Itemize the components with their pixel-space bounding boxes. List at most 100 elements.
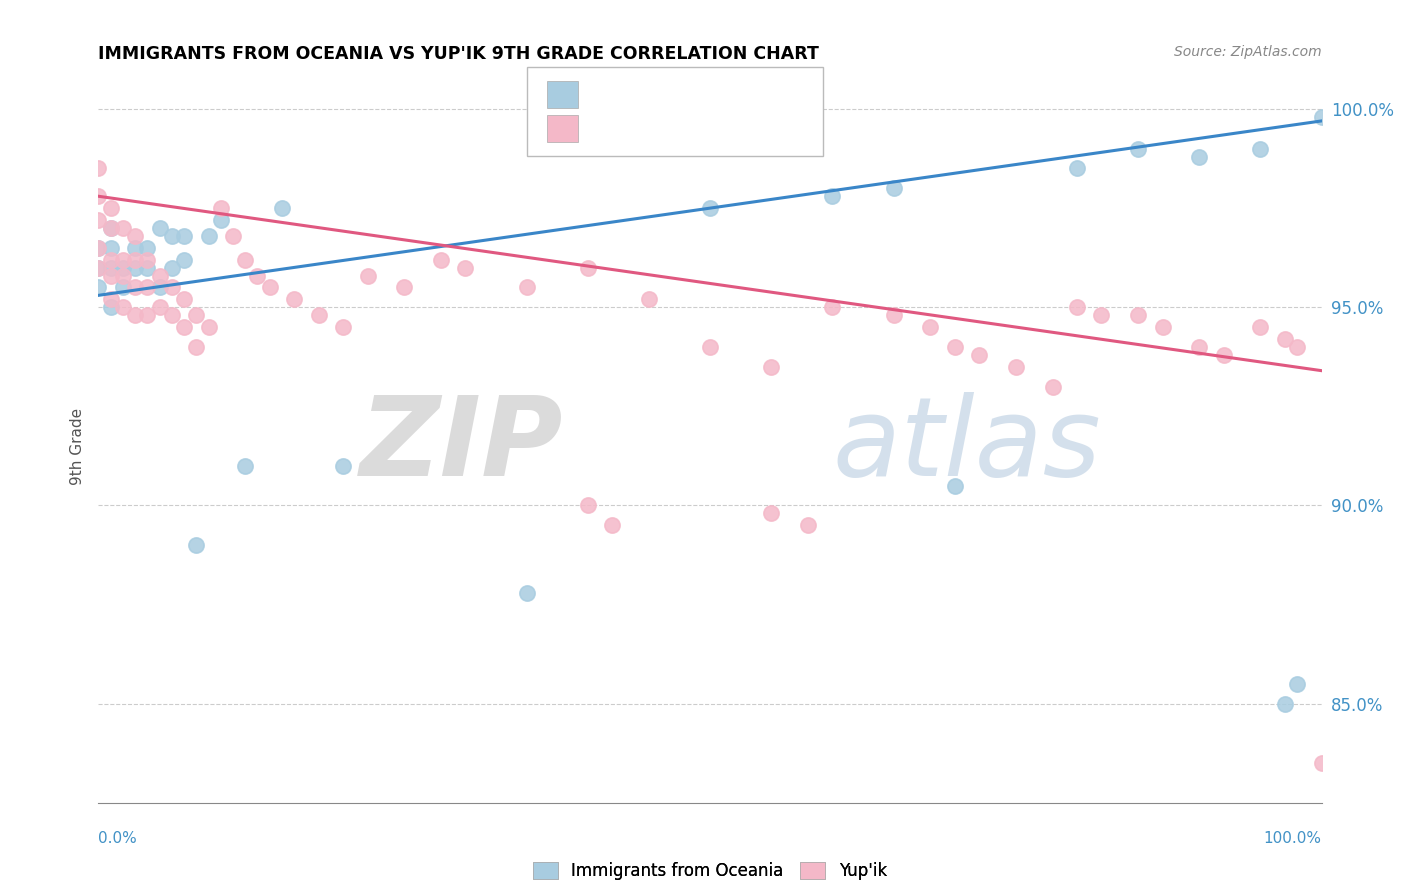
Point [111,268,134,283]
Point [160,280,183,294]
Point [100,201,122,215]
Point [821,300,844,314]
Point [943,340,966,354]
Text: 100.0%: 100.0% [1264,831,1322,846]
Point [1188,150,1211,164]
Point [600,518,623,533]
Point [197,228,219,243]
Point [576,499,599,513]
Point [637,293,661,307]
Text: R =  0.249: R = 0.249 [585,86,681,103]
Point [1004,359,1026,374]
Text: IMMIGRANTS FROM OCEANIA VS YUP'IK 9TH GRADE CORRELATION CHART: IMMIGRANTS FROM OCEANIA VS YUP'IK 9TH GR… [98,45,820,62]
Point [124,228,146,243]
Point [699,201,721,215]
Point [821,189,844,203]
Point [1090,308,1112,322]
Point [1249,320,1271,334]
Point [209,213,232,227]
Point [1310,110,1333,124]
Point [1274,332,1296,346]
Text: 0.0%: 0.0% [98,831,138,846]
Point [1286,677,1309,691]
Point [87,241,110,255]
Point [87,241,110,255]
Point [124,241,146,255]
Point [136,280,159,294]
Point [160,308,183,322]
Point [136,252,159,267]
Point [1286,340,1309,354]
Point [100,300,122,314]
Text: ZIP: ZIP [360,392,564,500]
Point [883,181,905,195]
Point [515,585,537,599]
Point [356,268,378,283]
Point [160,228,183,243]
Point [100,221,122,235]
Point [100,221,122,235]
Point [173,320,195,334]
Point [967,348,990,362]
Point [149,221,172,235]
Point [920,320,942,334]
Point [111,300,134,314]
Point [454,260,477,275]
Point [186,538,208,552]
Point [1274,697,1296,711]
Point [1128,308,1150,322]
Point [136,308,159,322]
Text: N = 68: N = 68 [738,120,801,137]
Point [111,252,134,267]
Text: R = -0.448: R = -0.448 [585,120,682,137]
Point [1128,142,1150,156]
Point [761,359,783,374]
Point [246,268,269,283]
Point [87,280,110,294]
Point [283,293,305,307]
Point [1212,348,1234,362]
Point [124,280,146,294]
Point [149,300,172,314]
Point [576,260,599,275]
Point [111,280,134,294]
Point [233,458,256,473]
Point [1249,142,1271,156]
Point [883,308,905,322]
Point [173,293,195,307]
Point [1188,340,1211,354]
Point [87,161,110,176]
Point [797,518,820,533]
Point [87,213,110,227]
Point [1310,756,1333,771]
Point [209,201,232,215]
Point [222,228,245,243]
Y-axis label: 9th Grade: 9th Grade [69,408,84,484]
Point [111,221,134,235]
Point [160,260,183,275]
Point [87,260,110,275]
Point [173,228,195,243]
Point [270,201,294,215]
Point [111,260,134,275]
Point [136,260,159,275]
Point [699,340,721,354]
Point [233,252,256,267]
Point [136,241,159,255]
Point [100,293,122,307]
Text: N = 37: N = 37 [738,86,801,103]
Point [430,252,453,267]
Text: atlas: atlas [832,392,1101,500]
Point [100,252,122,267]
Point [943,478,966,492]
Point [308,308,330,322]
Legend: Immigrants from Oceania, Yup'ik: Immigrants from Oceania, Yup'ik [533,862,887,880]
Point [197,320,219,334]
Point [87,260,110,275]
Point [124,308,146,322]
Point [1066,161,1088,176]
Point [124,260,146,275]
Point [332,320,354,334]
Point [173,252,195,267]
Point [100,268,122,283]
